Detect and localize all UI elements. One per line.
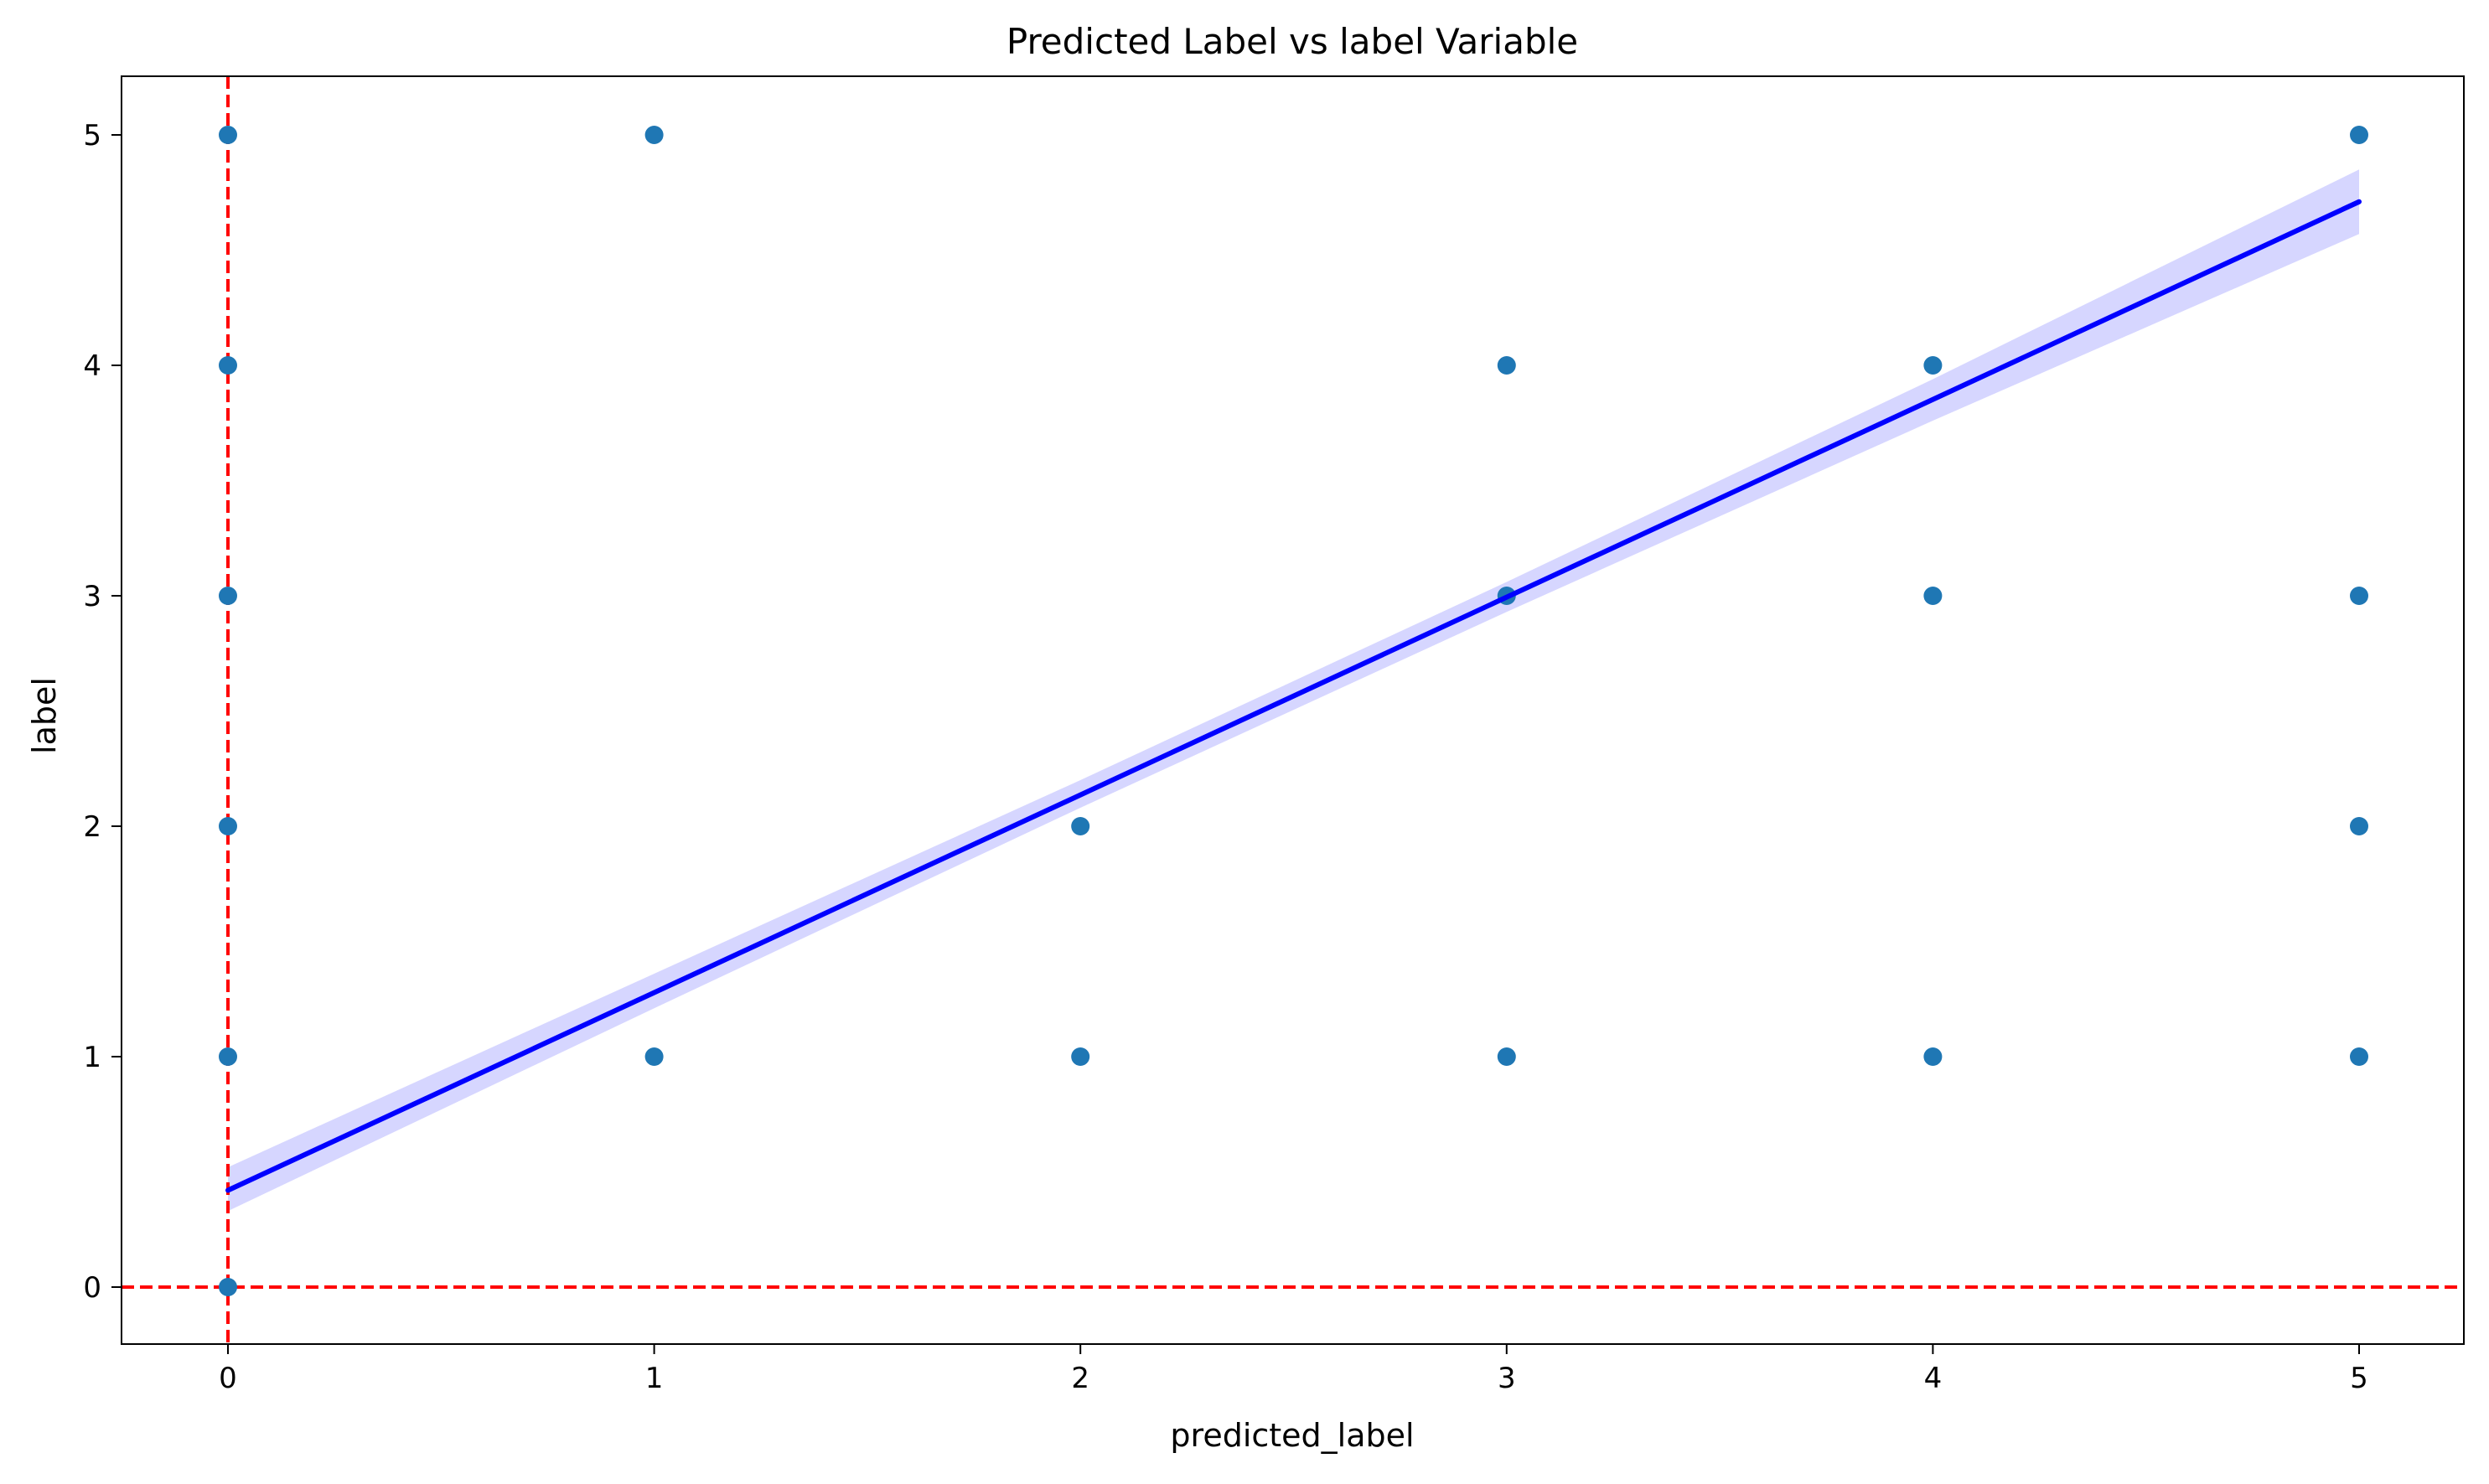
scatter-point [1071,817,1090,835]
x-tick-label: 2 [1071,1362,1089,1395]
y-tick-label: 0 [83,1271,101,1305]
x-tick-label: 4 [1924,1362,1943,1395]
x-tick-label: 3 [1498,1362,1516,1395]
regression-line [225,199,2362,1193]
scatter-point [219,1278,237,1296]
scatter-point [219,1047,237,1066]
scatter-point [2350,126,2368,144]
chart-title: Predicted Label vs label Variable [1006,21,1578,62]
scatter-point [1071,1047,1090,1066]
scatter-point [2350,587,2368,605]
scatter-point [219,126,237,144]
scatter-point [1923,356,1943,375]
scatter-point [2350,1047,2368,1066]
x-tick-label: 5 [2350,1362,2368,1395]
scatter-point [644,1047,664,1066]
scatter-point [1497,356,1516,375]
x-tick-label: 0 [219,1362,237,1395]
y-tick-label: 1 [83,1041,101,1074]
scatter-point [219,587,237,605]
y-tick-label: 3 [83,580,101,613]
plot-frame [121,75,2465,1345]
y-tick-label: 2 [83,810,101,844]
y-axis-title: label [26,677,63,754]
scatter-point [1923,587,1943,605]
scatter-point [644,126,664,144]
y-tick-label: 5 [83,119,101,153]
y-tick-label: 4 [83,349,101,383]
scatter-point [1923,1047,1943,1066]
scatter-point [219,817,237,835]
x-axis-title: predicted_label [1170,1417,1414,1454]
plot-area: 0 1 2 3 4 5 0 1 2 3 4 5 [83,75,2465,1395]
scatter-point [2350,817,2368,835]
x-tick-label: 1 [645,1362,664,1395]
scatter-point [1497,1047,1516,1066]
confidence-band [228,169,2359,1212]
scatter-point [219,356,237,375]
